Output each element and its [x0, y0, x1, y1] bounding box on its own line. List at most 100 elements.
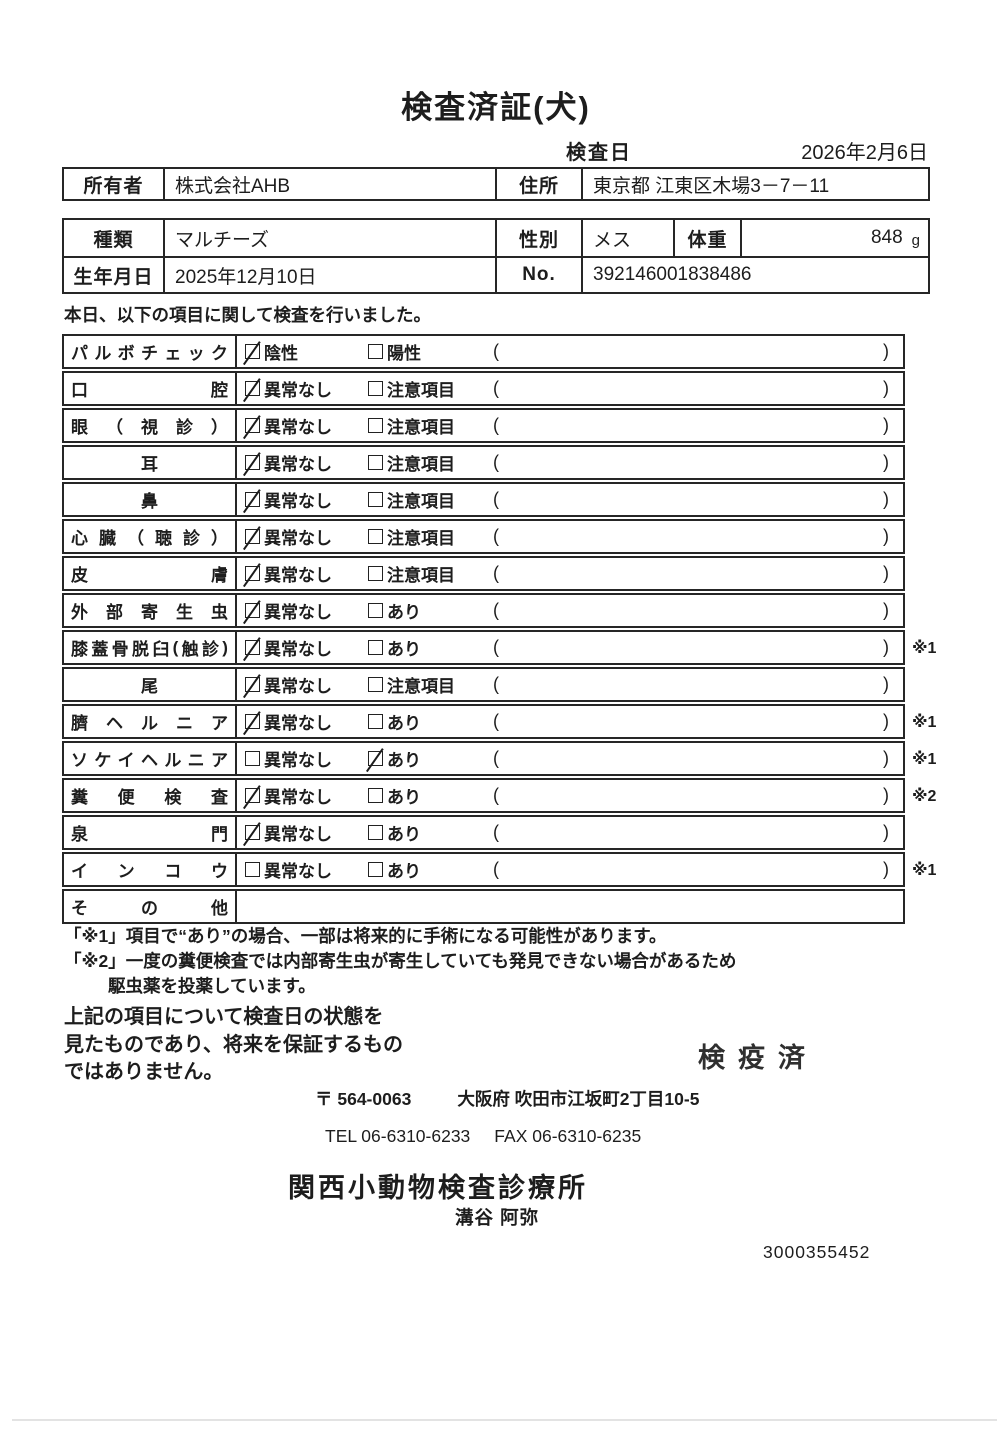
- remarks-field: ( ): [493, 452, 903, 473]
- remarks-field: ( ): [493, 859, 903, 880]
- checkbox-icon[interactable]: [368, 714, 383, 729]
- checkbox-icon[interactable]: [245, 825, 260, 840]
- checkbox-icon[interactable]: [368, 566, 383, 581]
- option-label: あり: [387, 714, 421, 733]
- checkbox-icon[interactable]: [245, 603, 260, 618]
- option-label: 異常なし: [264, 418, 332, 437]
- checklist-option-secondary: あり: [368, 783, 493, 808]
- checklist-row-label: パルボチェック: [64, 336, 237, 367]
- checkbox-icon[interactable]: [368, 751, 383, 766]
- checklist-row-content: 異常なし 注意項目 ( ): [237, 484, 903, 515]
- paren-close: ): [883, 526, 889, 546]
- checkbox-icon[interactable]: [368, 788, 383, 803]
- paren-close: ): [883, 489, 889, 509]
- checklist-row-label: 口腔: [64, 373, 237, 404]
- postal-code: 〒 564-0063: [315, 1089, 412, 1109]
- checklist-option-secondary: あり: [368, 820, 493, 845]
- remarks-field: ( ): [493, 748, 903, 769]
- checklist-row: ソケイヘルニア 異常なし あり ( ) ※1: [62, 741, 936, 776]
- checklist-row-content: 異常なし 注意項目 ( ): [237, 447, 903, 478]
- paren-close: ): [883, 711, 889, 731]
- paren-close: ): [883, 415, 889, 435]
- checklist-row: 口腔 異常なし 注意項目 ( ): [62, 371, 905, 406]
- checklist-option-primary: 異常なし: [245, 783, 368, 808]
- checklist-option-primary: 異常なし: [245, 820, 368, 845]
- checklist-row: 膝蓋骨脱臼(触診) 異常なし あり ( ) ※1: [62, 630, 936, 665]
- checkbox-icon[interactable]: [368, 344, 383, 359]
- checklist-row-content: 異常なし あり ( ): [237, 632, 903, 663]
- checkbox-icon[interactable]: [368, 492, 383, 507]
- checklist-row: 臍ヘルニア 異常なし あり ( ) ※1: [62, 704, 936, 739]
- checklist-option-secondary: あり: [368, 857, 493, 882]
- checklist-option-secondary: 注意項目: [368, 561, 493, 586]
- checkbox-icon[interactable]: [368, 862, 383, 877]
- footnote-1: 「※1」項目で“あり”の場合、一部は将来的に手術になる可能性があります。: [64, 926, 667, 946]
- paren-open: (: [493, 748, 499, 768]
- option-label: あり: [387, 603, 421, 622]
- remarks-field: ( ): [493, 341, 903, 362]
- checkbox-icon[interactable]: [245, 714, 260, 729]
- checkbox-icon[interactable]: [245, 418, 260, 433]
- checkbox-icon[interactable]: [368, 418, 383, 433]
- checklist-row-label: 臍ヘルニア: [64, 706, 237, 737]
- checkbox-icon[interactable]: [368, 529, 383, 544]
- checkbox-icon[interactable]: [368, 825, 383, 840]
- paren-close: ): [883, 785, 889, 805]
- checklist-option-secondary: 注意項目: [368, 672, 493, 697]
- paren-close: ): [883, 822, 889, 842]
- footnote-2: 「※2」一度の糞便検査では内部寄生虫が寄生していても発見できない場合があるため: [64, 951, 737, 971]
- option-label: 異常なし: [264, 640, 332, 659]
- paren-close: ): [883, 600, 889, 620]
- checklist-row-content: 異常なし 注意項目 ( ): [237, 373, 903, 404]
- checkbox-icon[interactable]: [245, 677, 260, 692]
- checkbox-icon[interactable]: [368, 640, 383, 655]
- checkbox-icon[interactable]: [368, 603, 383, 618]
- serial-number: 3000355452: [763, 1242, 871, 1262]
- checkbox-icon[interactable]: [368, 677, 383, 692]
- remarks-field: ( ): [493, 600, 903, 621]
- checklist-option-primary: 異常なし: [245, 857, 368, 882]
- checkbox-icon[interactable]: [245, 529, 260, 544]
- checkbox-icon[interactable]: [245, 381, 260, 396]
- paren-open: (: [493, 563, 499, 583]
- checklist-option-primary: 異常なし: [245, 450, 368, 475]
- checkbox-icon[interactable]: [245, 788, 260, 803]
- checkbox-icon[interactable]: [245, 455, 260, 470]
- option-label: あり: [387, 751, 421, 770]
- option-label: 異常なし: [264, 529, 332, 548]
- checklist-row-label: 耳: [64, 447, 237, 478]
- checkbox-icon[interactable]: [245, 492, 260, 507]
- checklist-option-secondary: あり: [368, 746, 493, 771]
- checklist-option-primary: 異常なし: [245, 709, 368, 734]
- species-value-cell: マルチーズ: [165, 220, 497, 256]
- checklist-option-primary: 異常なし: [245, 672, 368, 697]
- checkbox-icon[interactable]: [368, 381, 383, 396]
- checklist-row: 皮膚 異常なし 注意項目 ( ): [62, 556, 905, 591]
- checkbox-icon[interactable]: [245, 751, 260, 766]
- checklist-option-primary: 異常なし: [245, 413, 368, 438]
- remarks-field: ( ): [493, 822, 903, 843]
- clinic-name: 関西小動物検査診療所: [288, 1173, 588, 1203]
- checklist-option-secondary: 注意項目: [368, 450, 493, 475]
- checklist-option-secondary: 注意項目: [368, 487, 493, 512]
- checklist-option-secondary: 注意項目: [368, 376, 493, 401]
- checkbox-icon[interactable]: [245, 344, 260, 359]
- address-value-cell: 東京都 江東区木場3－7－11: [593, 175, 830, 197]
- checklist-row-label: 鼻: [64, 484, 237, 515]
- checkbox-icon[interactable]: [368, 455, 383, 470]
- option-label: 異常なし: [264, 714, 332, 733]
- checklist-option-primary: 陰性: [245, 339, 368, 364]
- checkbox-icon[interactable]: [245, 640, 260, 655]
- paren-close: ): [883, 563, 889, 583]
- checklist-table: パルボチェック 陰性 陽性 ( ) 口腔 異常なし: [62, 334, 936, 926]
- row-footnote-mark: ※1: [912, 750, 937, 768]
- checklist-option-primary: 異常なし: [245, 376, 368, 401]
- checklist-row: パルボチェック 陰性 陽性 ( ): [62, 334, 905, 369]
- remarks-field: ( ): [493, 489, 903, 510]
- owner-value-cell: 株式会社AHB: [165, 169, 497, 199]
- exam-date-value: 2026年2月6日: [801, 142, 928, 164]
- checkbox-icon[interactable]: [245, 862, 260, 877]
- checklist-option-primary: 異常なし: [245, 598, 368, 623]
- checkbox-icon[interactable]: [245, 566, 260, 581]
